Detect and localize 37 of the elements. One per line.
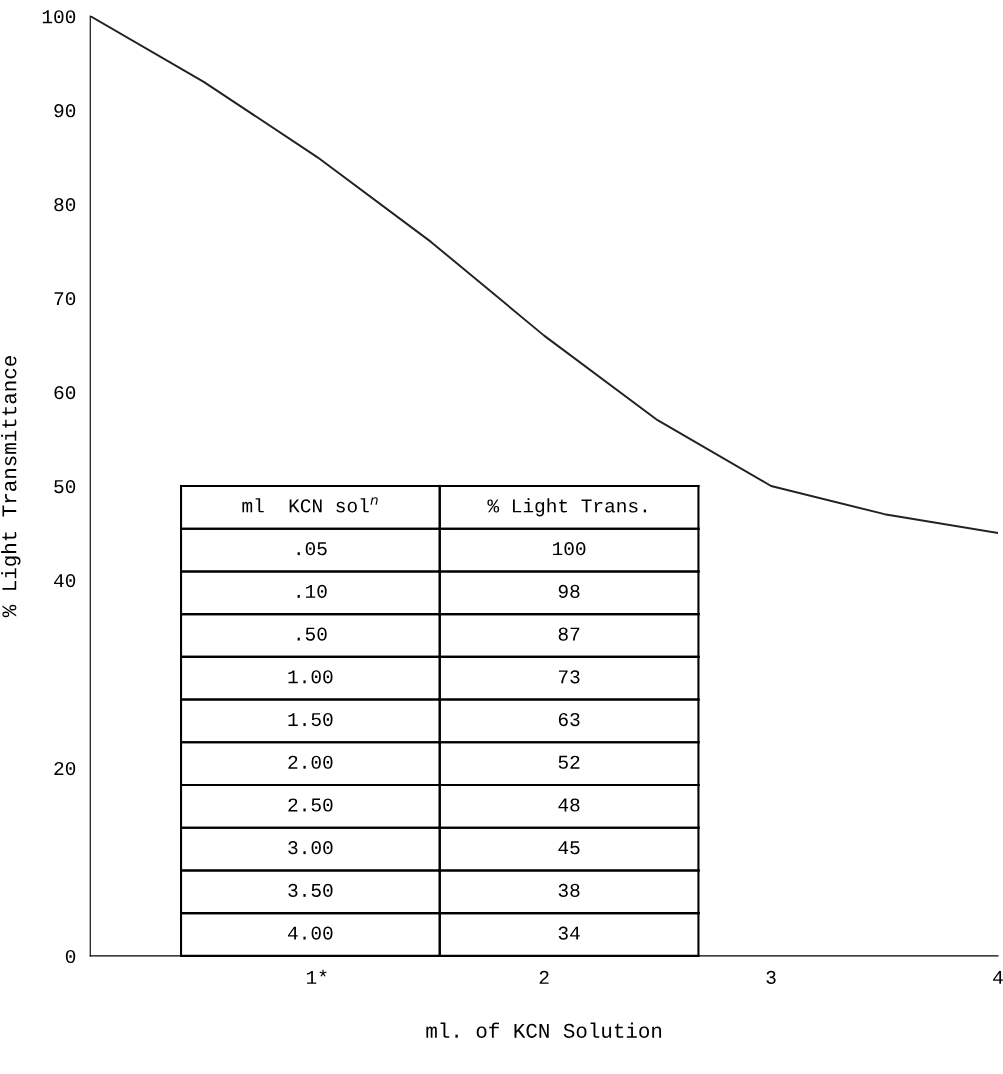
annotation: 2.50 — [288, 798, 333, 812]
annotation: .05 — [297, 542, 327, 556]
annotation: 52 — [558, 755, 580, 769]
y-tick-label: 90 — [54, 104, 76, 118]
y-tick-label: 0 — [65, 949, 76, 964]
y-tick-label: 20 — [54, 761, 76, 776]
x-tick-label: 4 — [993, 971, 1003, 984]
annotation: 3.00 — [288, 841, 333, 855]
annotation: 100 — [552, 542, 586, 556]
annotation: % Light Trans. — [487, 498, 647, 517]
annotation: 1.00 — [288, 670, 333, 684]
annotation: 3.50 — [288, 883, 333, 898]
y-tick-label: 80 — [54, 198, 76, 212]
x-tick-label: 2 — [539, 970, 549, 984]
annotation: .10 — [297, 584, 327, 598]
annotation: 4.00 — [288, 926, 333, 940]
annotation: 1.50 — [288, 712, 333, 727]
annotation: 73 — [558, 670, 580, 684]
annotation: 48 — [558, 798, 580, 812]
y-tick-label: 100 — [42, 10, 76, 24]
annotation: .50 — [297, 627, 327, 641]
y-tick-label: 60 — [54, 386, 76, 400]
annotation: 63 — [558, 712, 580, 727]
annotation: ml KCN sol$^{n}$ — [242, 497, 378, 513]
x-axis-title: ml. of KCN Solution — [426, 1022, 662, 1038]
annotation: 87 — [558, 627, 580, 641]
annotation: 34 — [558, 926, 580, 940]
x-tick-label: 3 — [766, 970, 776, 985]
y-tick-label: 70 — [54, 292, 76, 306]
x-tick-label: 1* — [306, 969, 327, 984]
annotation: 38 — [558, 883, 580, 898]
y-tick-label: 50 — [54, 480, 76, 494]
annotation: 45 — [558, 841, 580, 855]
y-axis-title: % Light Transmittance — [1, 356, 21, 618]
annotation: 2.00 — [288, 755, 333, 769]
annotation: 98 — [558, 584, 580, 598]
y-tick-label: 40 — [54, 574, 76, 588]
